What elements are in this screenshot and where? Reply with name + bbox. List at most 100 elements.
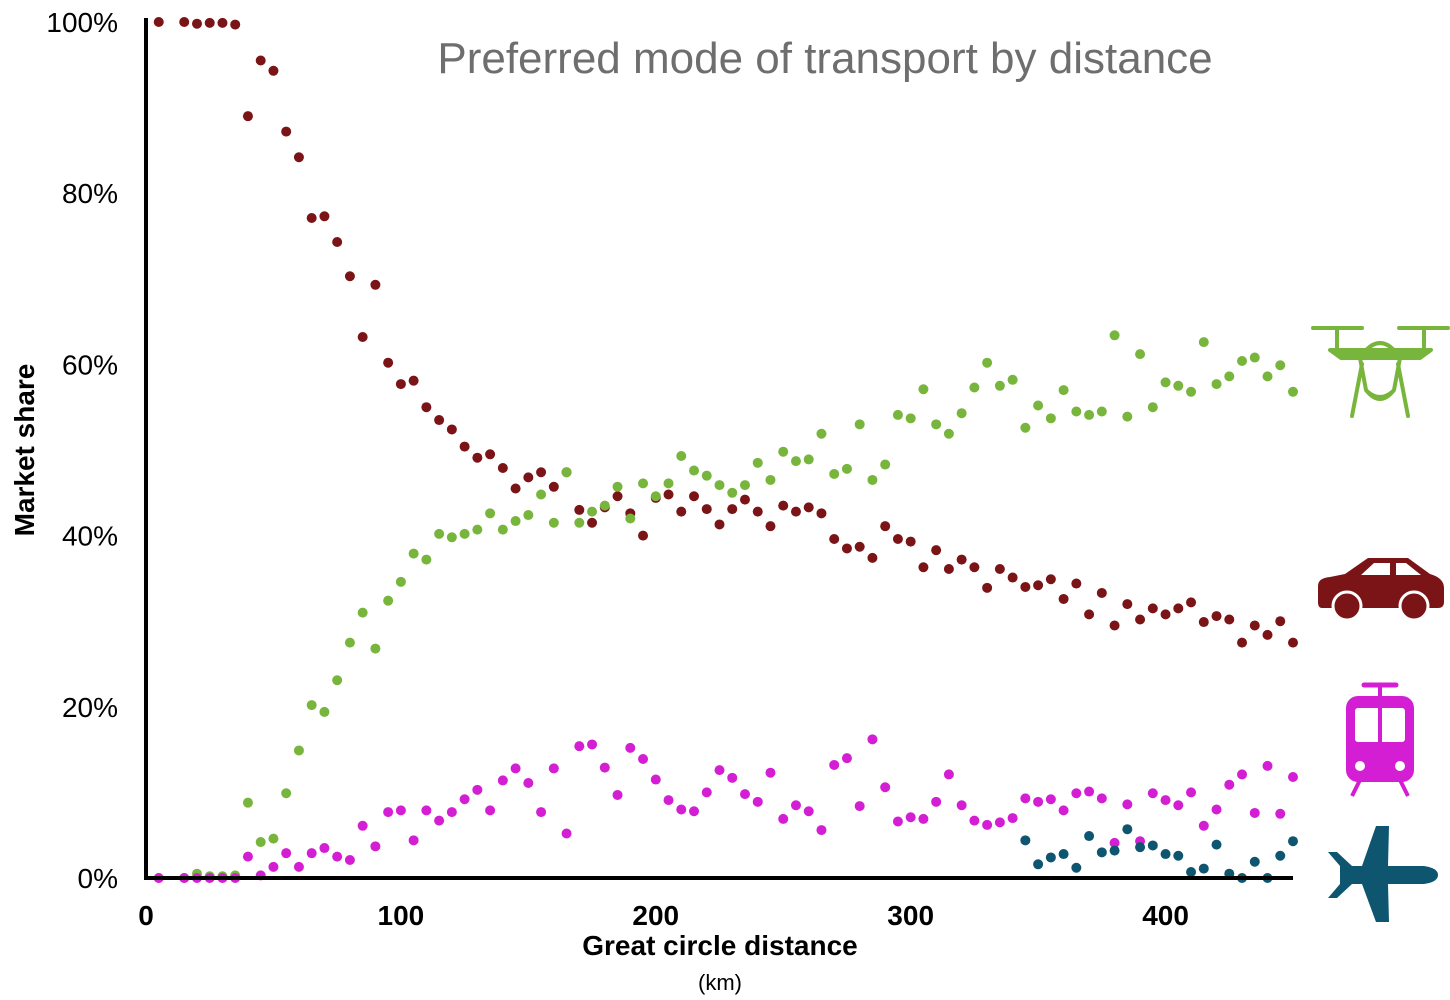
- data-point: [982, 582, 993, 593]
- data-point: [1160, 795, 1171, 806]
- data-point: [306, 700, 317, 711]
- data-point: [1135, 842, 1146, 853]
- data-point: [332, 851, 343, 862]
- data-point: [752, 796, 763, 807]
- data-point: [421, 554, 432, 565]
- data-point: [1198, 337, 1209, 348]
- car-icon: [1318, 558, 1444, 622]
- data-point: [829, 760, 840, 771]
- data-point: [268, 65, 279, 76]
- data-point: [332, 675, 343, 686]
- data-point: [1109, 330, 1120, 341]
- data-point: [867, 474, 878, 485]
- data-point: [1237, 355, 1248, 366]
- data-point: [497, 775, 508, 786]
- data-point: [1173, 380, 1184, 391]
- data-point: [485, 508, 496, 519]
- data-point: [982, 819, 993, 830]
- data-point: [1186, 386, 1197, 397]
- y-axis-label: Market share: [9, 364, 40, 537]
- data-point: [281, 848, 292, 859]
- data-point: [1084, 786, 1095, 797]
- data-point: [1249, 352, 1260, 363]
- data-point: [1147, 402, 1158, 413]
- data-point: [1033, 400, 1044, 411]
- data-point: [1033, 580, 1044, 591]
- data-point: [918, 384, 929, 395]
- data-point: [714, 765, 725, 776]
- data-point: [969, 382, 980, 393]
- data-point: [1211, 839, 1222, 850]
- data-point: [1288, 836, 1298, 847]
- data-point: [867, 734, 878, 745]
- data-point: [994, 563, 1005, 574]
- data-point: [1109, 837, 1120, 848]
- data-point: [727, 487, 738, 498]
- data-point: [1033, 796, 1044, 807]
- data-point: [638, 530, 649, 541]
- data-point: [421, 402, 432, 413]
- car-series: [153, 17, 1298, 648]
- data-point: [561, 467, 572, 478]
- x-axis-label: Great circle distance: [582, 930, 857, 961]
- data-point: [1084, 409, 1095, 420]
- data-point: [408, 548, 419, 559]
- data-point: [918, 813, 929, 824]
- data-point: [931, 796, 942, 807]
- data-point: [1109, 620, 1120, 631]
- data-point: [1096, 587, 1107, 598]
- data-point: [905, 536, 916, 547]
- data-point: [1045, 794, 1056, 805]
- data-point: [701, 504, 712, 515]
- data-point: [268, 861, 279, 872]
- data-point: [306, 213, 317, 224]
- data-point: [1160, 849, 1171, 860]
- data-point: [472, 784, 483, 795]
- data-point: [1045, 852, 1056, 863]
- data-point: [778, 813, 789, 824]
- data-point: [1224, 779, 1235, 790]
- data-point: [1020, 793, 1031, 804]
- data-point: [943, 563, 954, 574]
- data-point: [1020, 835, 1031, 846]
- data-point: [357, 820, 368, 831]
- data-point: [854, 801, 865, 812]
- data-point: [1122, 824, 1133, 835]
- data-point: [357, 332, 368, 343]
- data-point: [943, 769, 954, 780]
- x-tick-label: 300: [887, 900, 934, 931]
- data-point: [1198, 617, 1209, 628]
- data-point: [459, 528, 470, 539]
- data-point: [982, 357, 993, 368]
- data-point: [803, 806, 814, 817]
- data-point: [956, 800, 967, 811]
- data-point: [536, 467, 547, 478]
- data-point: [752, 457, 763, 468]
- data-point: [434, 415, 445, 426]
- data-point: [179, 17, 190, 27]
- data-point: [344, 271, 355, 282]
- data-point: [841, 753, 852, 764]
- data-point: [548, 763, 559, 774]
- chart-title: Preferred mode of transport by distance: [437, 34, 1212, 83]
- y-tick-label: 60%: [62, 349, 118, 380]
- data-point: [854, 419, 865, 430]
- data-point: [1173, 800, 1184, 811]
- data-point: [1262, 760, 1273, 771]
- data-point: [344, 855, 355, 866]
- data-point: [242, 797, 253, 808]
- data-point: [994, 817, 1005, 828]
- data-point: [587, 739, 598, 750]
- data-point: [281, 126, 292, 137]
- data-point: [778, 500, 789, 511]
- data-point: [319, 843, 330, 854]
- data-point: [1135, 349, 1146, 360]
- data-point: [969, 815, 980, 826]
- data-point: [230, 19, 241, 30]
- data-point: [268, 833, 279, 844]
- data-point: [536, 807, 547, 818]
- data-point: [956, 554, 967, 565]
- data-point: [1275, 850, 1286, 861]
- data-point: [803, 502, 814, 513]
